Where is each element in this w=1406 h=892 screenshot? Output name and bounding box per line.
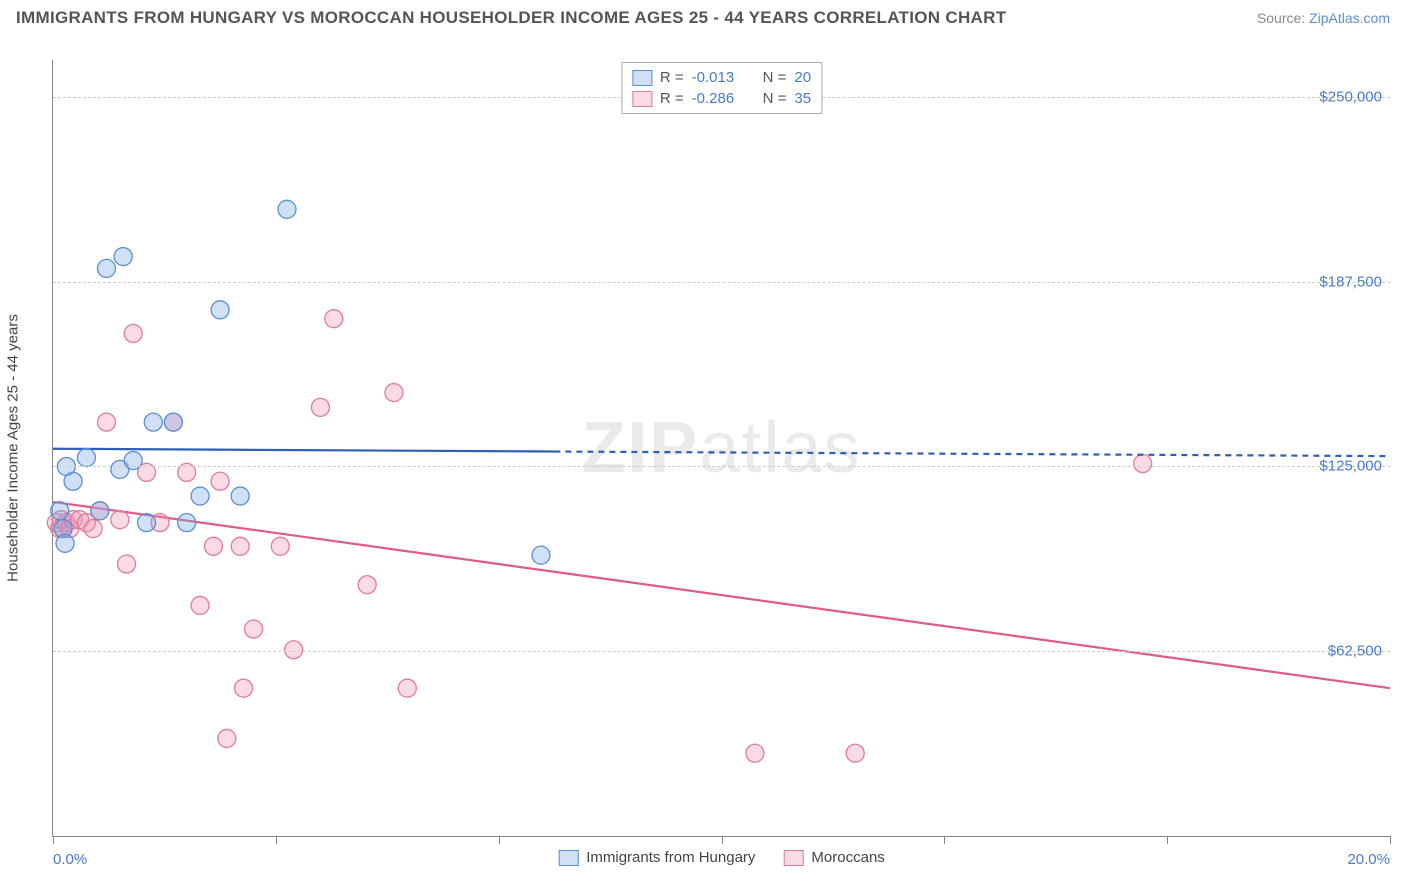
- swatch-series1-bottom: [558, 850, 578, 866]
- data-point: [271, 537, 289, 555]
- data-point: [231, 537, 249, 555]
- data-point: [77, 449, 95, 467]
- series-legend: Immigrants from Hungary Moroccans: [558, 849, 885, 866]
- gridline: [53, 282, 1390, 283]
- data-point: [211, 301, 229, 319]
- data-point: [532, 546, 550, 564]
- data-point: [358, 576, 376, 594]
- gridline: [53, 466, 1390, 467]
- x-tick: [276, 836, 277, 844]
- y-axis-title: Householder Income Ages 25 - 44 years: [5, 314, 22, 582]
- data-point: [191, 596, 209, 614]
- source-attribution: Source: ZipAtlas.com: [1257, 10, 1390, 26]
- swatch-series1: [632, 70, 652, 86]
- data-point: [311, 398, 329, 416]
- chart-title: IMMIGRANTS FROM HUNGARY VS MOROCCAN HOUS…: [16, 8, 1006, 28]
- x-tick: [944, 836, 945, 844]
- trend-line-solid: [53, 502, 1390, 688]
- data-point: [1134, 455, 1152, 473]
- x-tick: [499, 836, 500, 844]
- data-point: [124, 324, 142, 342]
- trend-line-solid: [53, 449, 554, 452]
- data-point: [97, 413, 115, 431]
- data-point: [231, 487, 249, 505]
- legend-item-series1: Immigrants from Hungary: [558, 849, 755, 866]
- data-point: [91, 502, 109, 520]
- swatch-series2: [632, 91, 652, 107]
- gridline: [53, 651, 1390, 652]
- data-point: [191, 487, 209, 505]
- data-point: [278, 200, 296, 218]
- data-point: [204, 537, 222, 555]
- data-point: [285, 641, 303, 659]
- x-axis-min-label: 0.0%: [53, 851, 87, 868]
- source-link[interactable]: ZipAtlas.com: [1309, 10, 1390, 26]
- chart-plot-area: Householder Income Ages 25 - 44 years ZI…: [52, 60, 1390, 837]
- data-point: [211, 472, 229, 490]
- data-point: [138, 514, 156, 532]
- y-tick-label: $187,500: [1319, 273, 1382, 290]
- data-point: [56, 534, 74, 552]
- scatter-plot-svg: [53, 60, 1390, 836]
- x-tick: [1390, 836, 1391, 844]
- legend-row-series1: R = -0.013 N = 20: [632, 67, 811, 88]
- data-point: [144, 413, 162, 431]
- data-point: [84, 520, 102, 538]
- data-point: [385, 384, 403, 402]
- data-point: [846, 744, 864, 762]
- data-point: [746, 744, 764, 762]
- x-tick: [1167, 836, 1168, 844]
- data-point: [118, 555, 136, 573]
- trend-line-dashed: [554, 452, 1390, 457]
- data-point: [398, 679, 416, 697]
- x-tick: [722, 836, 723, 844]
- y-tick-label: $62,500: [1328, 643, 1382, 660]
- data-point: [111, 511, 129, 529]
- data-point: [51, 502, 69, 520]
- x-axis-max-label: 20.0%: [1347, 851, 1390, 868]
- y-tick-label: $125,000: [1319, 458, 1382, 475]
- legend-item-series2: Moroccans: [783, 849, 884, 866]
- data-point: [178, 514, 196, 532]
- data-point: [97, 259, 115, 277]
- data-point: [164, 413, 182, 431]
- data-point: [325, 310, 343, 328]
- data-point: [235, 679, 253, 697]
- correlation-legend: R = -0.013 N = 20 R = -0.286 N = 35: [621, 62, 822, 114]
- data-point: [64, 472, 82, 490]
- data-point: [218, 729, 236, 747]
- y-tick-label: $250,000: [1319, 88, 1382, 105]
- legend-row-series2: R = -0.286 N = 35: [632, 88, 811, 109]
- swatch-series2-bottom: [783, 850, 803, 866]
- x-tick: [53, 836, 54, 844]
- data-point: [245, 620, 263, 638]
- data-point: [114, 248, 132, 266]
